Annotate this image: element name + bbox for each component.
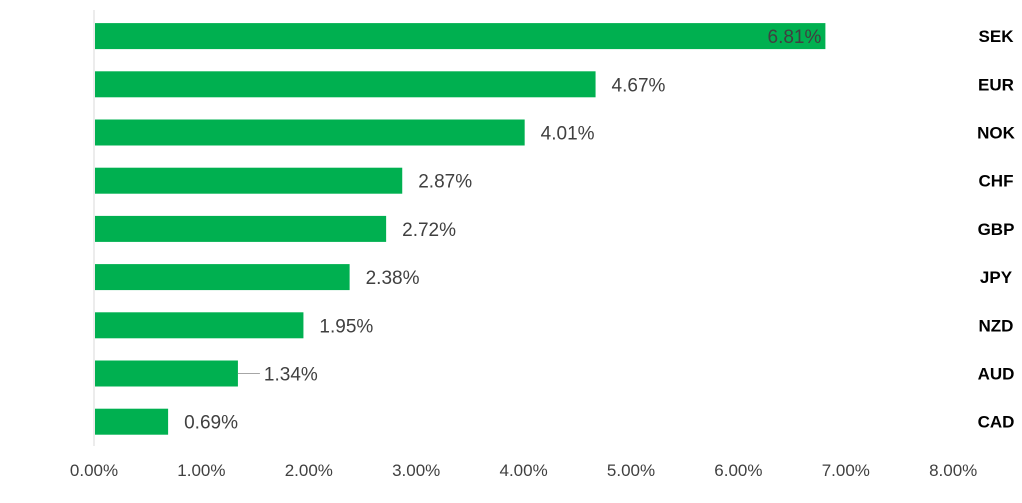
bar-eur bbox=[95, 71, 596, 98]
data-label-jpy: 2.38% bbox=[366, 268, 420, 289]
bar-jpy bbox=[95, 264, 350, 291]
bar-nzd bbox=[95, 312, 304, 339]
x-tick-label: 7.00% bbox=[822, 461, 870, 480]
category-label-chf: CHF bbox=[979, 172, 1014, 191]
category-label-nzd: NZD bbox=[979, 316, 1014, 335]
x-tick-label: 8.00% bbox=[929, 461, 977, 480]
category-label-eur: EUR bbox=[978, 75, 1014, 94]
data-label-aud: 1.34% bbox=[264, 365, 318, 386]
category-label-sek: SEK bbox=[979, 27, 1015, 46]
data-label-sek: 6.81% bbox=[768, 27, 822, 48]
data-label-nzd: 1.95% bbox=[319, 316, 373, 337]
x-tick-label: 5.00% bbox=[607, 461, 655, 480]
data-label-gbp: 2.72% bbox=[402, 220, 456, 241]
bar-gbp bbox=[95, 215, 387, 242]
bar-nok bbox=[95, 119, 525, 146]
data-label-eur: 4.67% bbox=[612, 75, 666, 96]
category-label-jpy: JPY bbox=[980, 268, 1013, 287]
x-tick-label: 0.00% bbox=[70, 461, 118, 480]
category-label-aud: AUD bbox=[978, 365, 1015, 384]
x-tick-label: 3.00% bbox=[392, 461, 440, 480]
bar-sek bbox=[95, 23, 826, 50]
category-label-gbp: GBP bbox=[978, 220, 1015, 239]
bar-aud bbox=[95, 360, 238, 387]
data-label-nok: 4.01% bbox=[541, 124, 595, 145]
x-tick-label: 6.00% bbox=[714, 461, 762, 480]
category-label-cad: CAD bbox=[978, 413, 1015, 432]
x-tick-label: 2.00% bbox=[285, 461, 333, 480]
data-label-cad: 0.69% bbox=[184, 413, 238, 434]
data-label-chf: 2.87% bbox=[418, 172, 472, 193]
category-label-nok: NOK bbox=[977, 124, 1016, 143]
bar-cad bbox=[95, 408, 169, 435]
bar-chf bbox=[95, 167, 403, 194]
x-tick-label: 1.00% bbox=[177, 461, 225, 480]
x-tick-label: 4.00% bbox=[499, 461, 547, 480]
